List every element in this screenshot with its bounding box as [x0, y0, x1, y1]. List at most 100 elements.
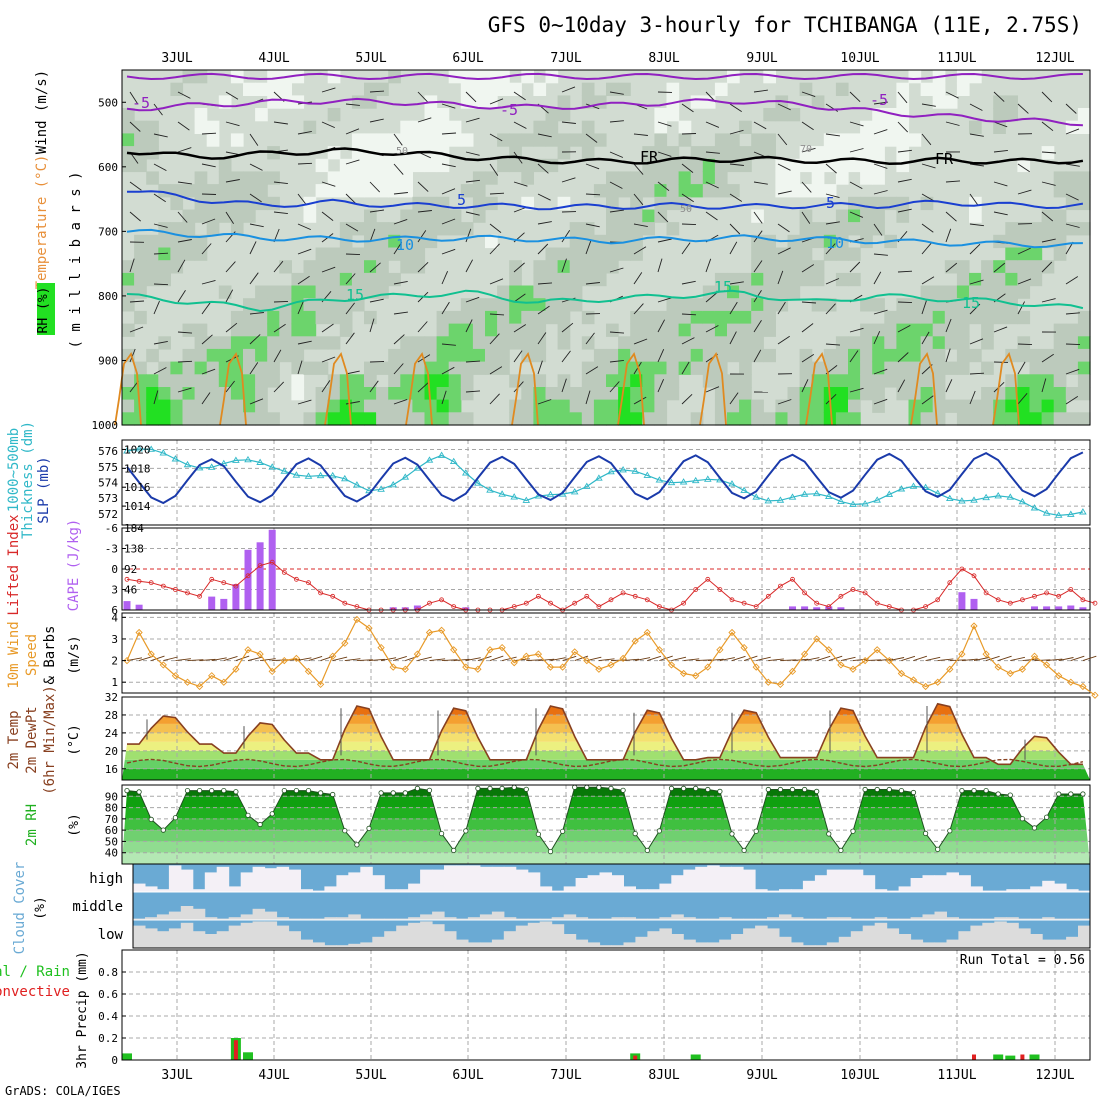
rh-cell — [993, 95, 1006, 109]
rh-cell — [848, 361, 861, 375]
wind-barb — [129, 211, 141, 222]
cloud-middle — [1018, 918, 1031, 920]
precip-total-bar — [1029, 1054, 1040, 1060]
surface-wind-barb — [138, 655, 153, 661]
wind-barb — [513, 381, 524, 393]
wind-barb — [705, 151, 720, 154]
rh-cell — [485, 171, 498, 185]
lifted-index-point — [172, 587, 178, 592]
rh-cell — [751, 412, 764, 426]
rh-cell — [920, 412, 934, 426]
wind-barb — [849, 327, 864, 333]
rh-cell — [969, 298, 982, 312]
rh-cell — [194, 374, 208, 388]
cloud-low — [755, 925, 768, 948]
cloud-middle — [133, 918, 146, 920]
wind-speed-point — [1091, 691, 1099, 699]
rh-cell — [122, 298, 135, 312]
surface-wind-barb — [961, 658, 978, 662]
wind-barb — [1017, 301, 1025, 315]
rh2m-point — [741, 847, 747, 854]
rh-cell — [896, 158, 910, 173]
rh-cell — [654, 387, 668, 401]
rh-cell — [460, 348, 474, 363]
rh-cell — [1041, 260, 1055, 274]
wind-barb — [609, 181, 623, 189]
cloud-low — [432, 924, 445, 948]
rh-cell — [182, 412, 196, 426]
wind-barb — [393, 242, 403, 255]
rh-cell — [400, 209, 413, 223]
date-label-top: 12JUL — [1035, 51, 1074, 66]
wind-barb — [873, 101, 888, 105]
rh-cell — [1017, 222, 1031, 236]
rh-cell — [666, 336, 680, 350]
rh-cell — [1053, 412, 1067, 426]
rh-cell — [593, 260, 607, 274]
wind-barb — [513, 121, 527, 129]
rh2m-point — [511, 784, 517, 790]
lifted-index-point — [632, 593, 638, 599]
cloud-high — [707, 865, 720, 892]
rh-cell — [799, 234, 813, 249]
rh-cell — [327, 298, 341, 312]
wind-speed-point — [837, 661, 845, 669]
rh-cell — [993, 387, 1006, 401]
rh-cell — [509, 272, 522, 287]
wind-barb — [153, 223, 168, 228]
isotherm--5 — [126, 97, 1083, 127]
cloud-middle — [456, 918, 469, 920]
rh-swatch — [37, 283, 55, 335]
cloud-high — [635, 889, 648, 892]
surface-wind-barb — [223, 655, 238, 661]
wind-barb — [897, 270, 913, 273]
cloud-low — [1078, 925, 1091, 948]
rh-cell — [569, 272, 583, 287]
rh-cell — [339, 260, 353, 274]
wind-barb — [993, 121, 1008, 128]
wind-barb — [657, 151, 672, 157]
wind-barb — [489, 223, 502, 233]
surface-wind-barb — [913, 655, 928, 661]
lifted-index-point — [1080, 597, 1086, 603]
rh-cell — [835, 272, 849, 287]
cape-bar — [958, 592, 966, 610]
rh-cell — [460, 298, 474, 312]
rh-cell — [835, 348, 849, 363]
rh-cell — [243, 171, 256, 185]
cloud-low — [252, 921, 266, 948]
rh-cell — [835, 209, 849, 223]
rh-cell — [351, 399, 365, 413]
rh-cell — [835, 171, 849, 185]
date-label-bottom: 3JUL — [161, 1068, 192, 1083]
rh-cell — [642, 146, 655, 160]
lifted-index-point — [572, 600, 578, 606]
rh-cell — [182, 184, 196, 198]
rh-cell — [848, 336, 861, 350]
rh-cell — [364, 209, 377, 223]
rh-cell — [412, 133, 426, 147]
wind-barb — [753, 181, 768, 185]
wind-barb — [705, 258, 712, 273]
isotherm-10 — [126, 228, 1083, 249]
rh-cell — [424, 209, 438, 223]
rh-cell — [509, 285, 522, 299]
rh-cell — [763, 323, 776, 337]
rh-cell — [932, 387, 946, 401]
wind-barb — [201, 392, 211, 405]
cloud-low — [288, 931, 301, 948]
cloud-high — [300, 889, 313, 892]
cloud-low — [958, 931, 971, 948]
cloud-middle — [922, 914, 935, 920]
cloud-middle — [264, 911, 278, 920]
lifted-index-point — [342, 600, 348, 606]
rh-cell — [182, 323, 196, 337]
wind-barb — [441, 301, 450, 315]
surface-wind-barb — [925, 656, 941, 662]
rh-cell — [569, 133, 583, 147]
wind-barb — [225, 211, 234, 224]
wind-barb — [657, 297, 672, 303]
rh-cell — [1077, 222, 1091, 236]
rh-cell — [400, 348, 413, 363]
rh-cell — [969, 272, 982, 287]
